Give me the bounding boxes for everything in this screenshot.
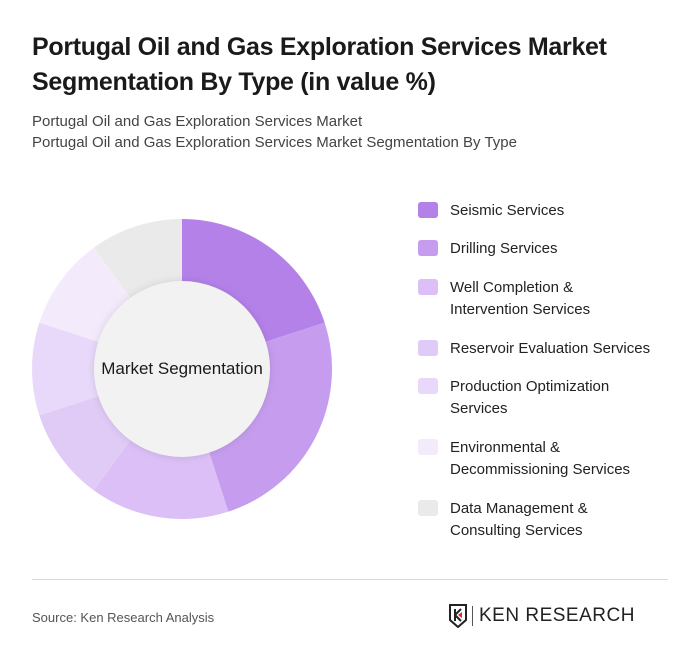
- footer-divider: [32, 579, 668, 580]
- legend-item-well-completion: Well Completion & Intervention Services: [418, 277, 620, 321]
- donut-center: [94, 281, 270, 457]
- legend-item-data-management: Data Management & Consulting Services: [418, 498, 620, 542]
- legend-item-seismic: Seismic Services: [418, 200, 670, 222]
- source-note: Source: Ken Research Analysis: [32, 610, 215, 625]
- chart-title: Portugal Oil and Gas Exploration Service…: [32, 33, 607, 96]
- legend-swatch: [418, 500, 438, 516]
- legend-swatch: [418, 439, 438, 455]
- legend-item-drilling: Drilling Services: [418, 238, 670, 260]
- donut-chart: [32, 219, 332, 519]
- ken-shield-icon: [449, 604, 467, 628]
- logo-separator: [472, 606, 473, 626]
- legend-swatch: [418, 279, 438, 295]
- legend-swatch: [418, 202, 438, 218]
- legend-item-environmental: Environmental & Decommissioning Services: [418, 437, 640, 481]
- legend-swatch: [418, 340, 438, 356]
- center-label: Market Segmentation: [101, 359, 263, 378]
- subtitle-segmentation: Portugal Oil and Gas Exploration Service…: [32, 134, 517, 151]
- subtitle-market: Portugal Oil and Gas Exploration Service…: [32, 113, 363, 130]
- legend-swatch: [418, 378, 438, 394]
- legend-item-production: Production Optimization Services: [418, 376, 640, 420]
- legend-item-reservoir: Reservoir Evaluation Services: [418, 338, 670, 360]
- legend-swatch: [418, 240, 438, 256]
- logo-text: KEN RESEARCH: [479, 605, 635, 626]
- ken-research-logo: KEN RESEARCH: [448, 604, 635, 628]
